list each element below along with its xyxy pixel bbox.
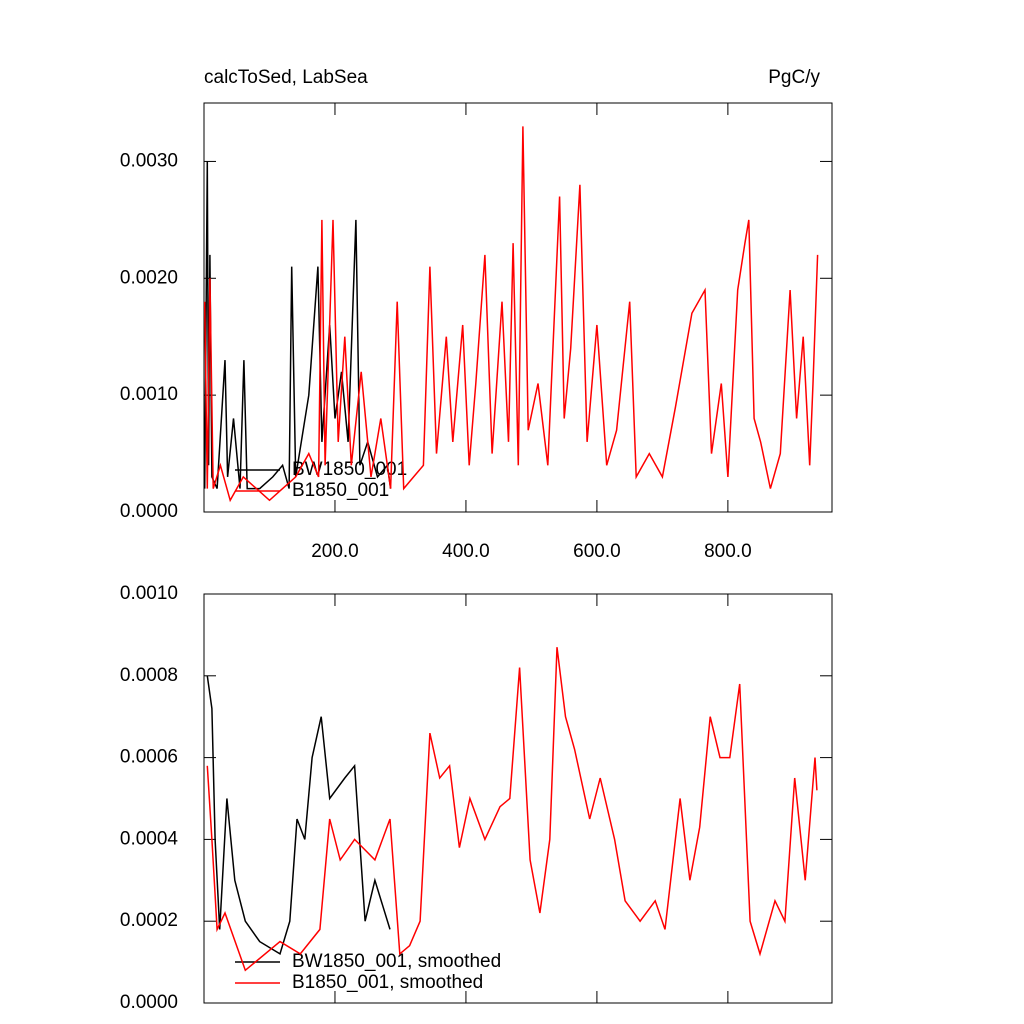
legend-label: B1850_001, smoothed — [292, 972, 483, 993]
y-tick-label: 0.0002 — [120, 910, 178, 931]
x-tick-label: 200.0 — [311, 541, 359, 562]
plot-frame — [203, 102, 833, 513]
x-tick-label: 800.0 — [704, 541, 752, 562]
series-line — [203, 161, 392, 490]
series-line — [206, 675, 391, 956]
y-tick-label: 0.0020 — [120, 267, 178, 288]
x-tick-label: 600.0 — [573, 541, 621, 562]
units-label: PgC/y — [768, 67, 820, 88]
y-tick-label: 0.0006 — [120, 747, 178, 768]
series-line — [203, 126, 819, 503]
y-tick-label: 0.0004 — [120, 828, 179, 849]
y-tick-label: 0.0030 — [120, 150, 178, 171]
plot-frame — [203, 593, 833, 1004]
chart-title: calcToSed, LabSea — [204, 67, 368, 88]
legend-label: BW1850_001 — [292, 459, 407, 480]
y-tick-label: 0.0010 — [120, 384, 178, 405]
y-tick-label: 0.0010 — [120, 583, 178, 604]
y-tick-label: 0.0008 — [120, 665, 178, 686]
legend-label: B1850_001 — [292, 480, 389, 501]
y-tick-label: 0.0000 — [120, 992, 178, 1013]
x-tick-label: 400.0 — [442, 541, 490, 562]
series-line — [206, 647, 818, 972]
y-tick-label: 0.0000 — [120, 501, 178, 522]
legend-label: BW1850_001, smoothed — [292, 951, 501, 972]
